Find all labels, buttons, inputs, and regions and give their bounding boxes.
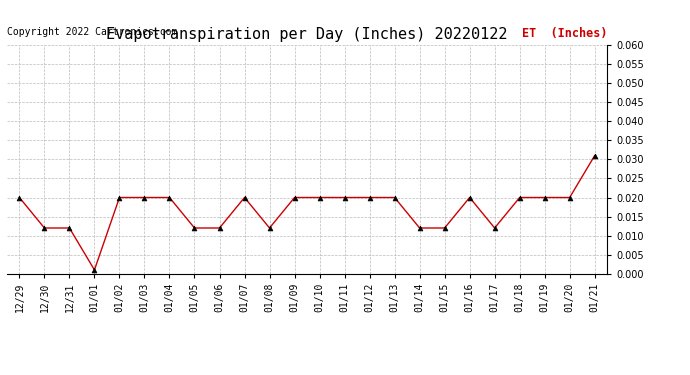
Text: Copyright 2022 Cartronics.com: Copyright 2022 Cartronics.com [7,27,177,37]
Title: Evapotranspiration per Day (Inches) 20220122: Evapotranspiration per Day (Inches) 2022… [106,27,508,42]
Text: ET  (Inches): ET (Inches) [522,27,607,40]
